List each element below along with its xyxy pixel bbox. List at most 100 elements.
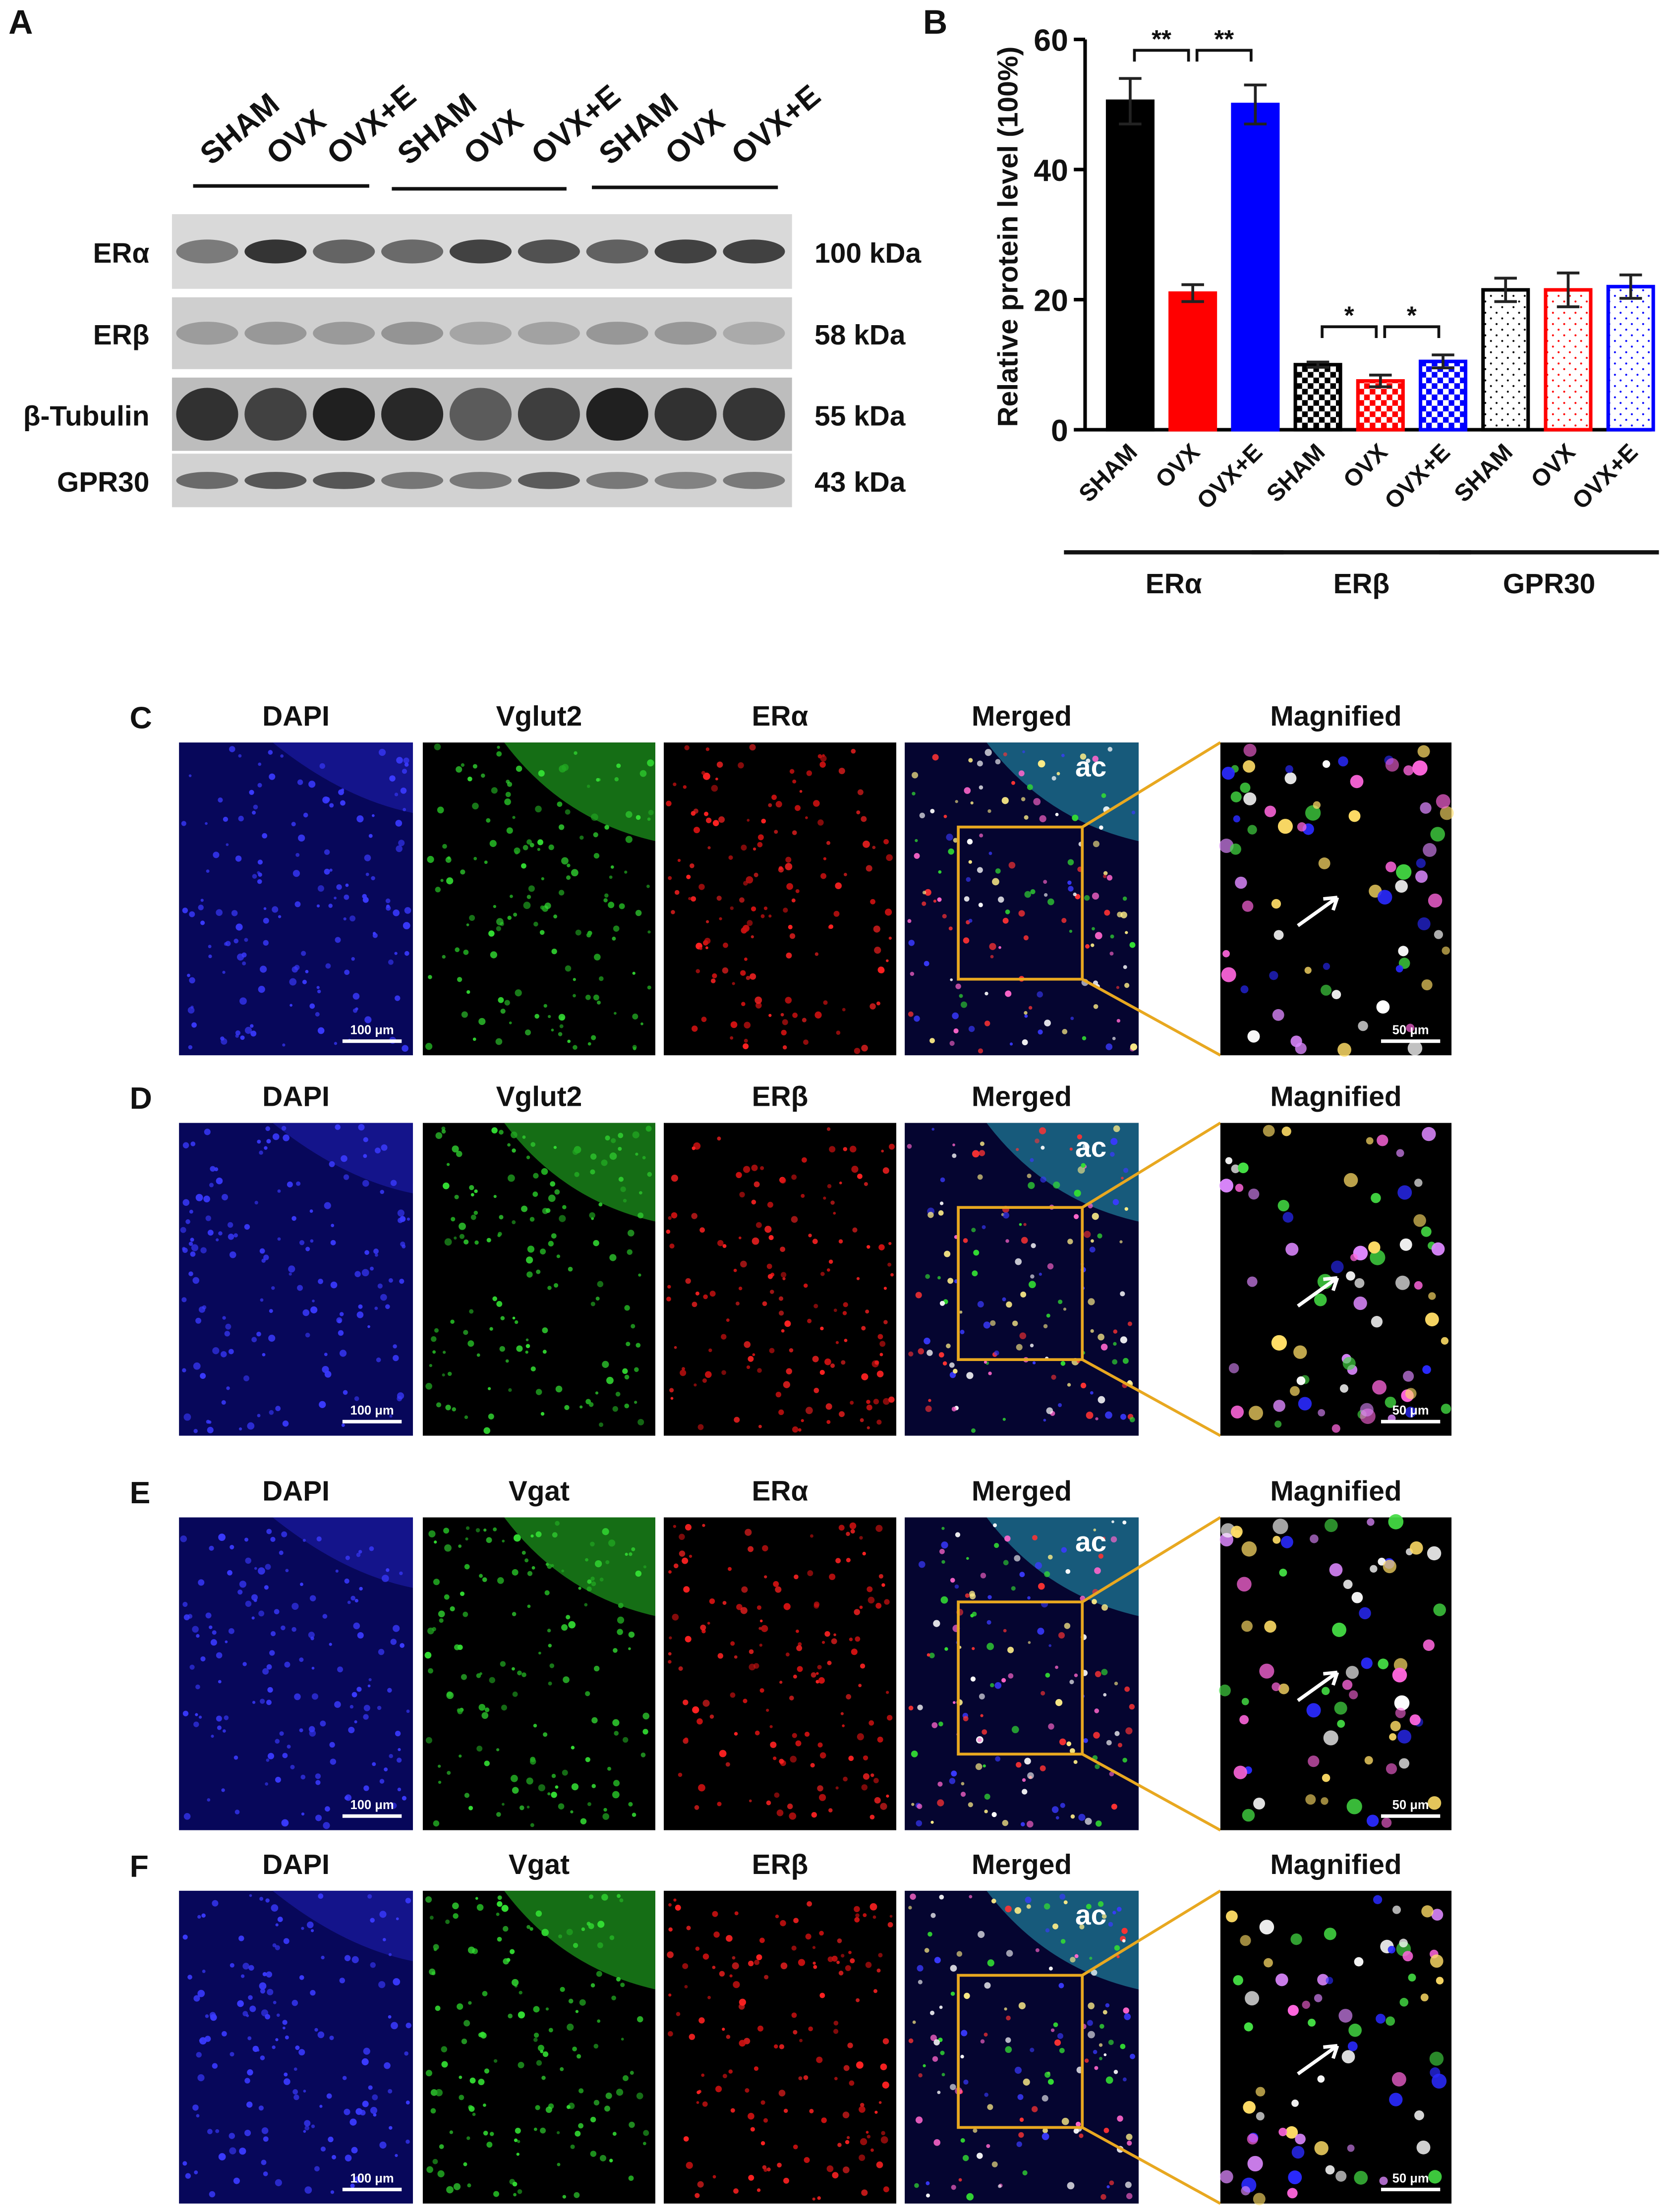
cell-dot	[1047, 1263, 1054, 1270]
cell-dot	[438, 1780, 442, 1784]
cell-dot	[682, 1557, 689, 1564]
cell-dot	[432, 1627, 436, 1632]
cell-dot	[515, 851, 519, 855]
cell-dot	[764, 1975, 769, 1980]
cell-dot	[955, 1532, 961, 1537]
cell-dot	[758, 1424, 762, 1428]
cell-dot	[1043, 880, 1047, 884]
cell-dot	[1285, 1243, 1299, 1256]
cell-dot	[543, 1004, 547, 1008]
cell-dot	[831, 1955, 838, 1962]
blot-row-label: ERβ	[93, 320, 150, 351]
cell-dot	[1263, 1125, 1275, 1137]
zoom-line	[1081, 2126, 1221, 2205]
cell-dot	[856, 810, 861, 815]
cell-dot	[998, 946, 1001, 949]
cell-dot	[593, 832, 598, 838]
cell-dot	[760, 2141, 765, 2146]
cell-dot	[373, 1248, 379, 1254]
cell-dot	[265, 1782, 269, 1786]
cell-dot	[364, 854, 371, 861]
cell-dot	[793, 1918, 799, 1924]
cell-dot	[291, 1216, 296, 1221]
cell-dot	[315, 1780, 321, 1785]
cell-dot	[549, 1663, 555, 1668]
cell-dot	[1247, 1276, 1258, 1287]
cell-dot	[829, 1573, 836, 1581]
cell-dot	[557, 2162, 561, 2166]
cell-dot	[632, 1813, 636, 1817]
cell-dot	[939, 1201, 944, 1205]
cell-dot	[1345, 1666, 1359, 1679]
cell-dot	[694, 1383, 697, 1387]
cell-dot	[196, 2052, 202, 2058]
cell-dot	[977, 1174, 983, 1180]
cell-dot	[251, 1594, 258, 1601]
cell-dot	[314, 2028, 318, 2032]
cell-dot	[774, 1792, 780, 1798]
cell-dot	[761, 818, 766, 824]
cell-dot	[793, 1674, 797, 1679]
cell-dot	[1103, 874, 1107, 878]
micrograph	[422, 1890, 655, 2204]
cell-dot	[1070, 1957, 1076, 1963]
cell-dot	[517, 1670, 522, 1676]
cell-dot	[1090, 1329, 1094, 1333]
cell-dot	[344, 1955, 351, 1962]
cell-dot	[928, 1399, 931, 1402]
cell-dot	[842, 1724, 845, 1727]
cell-dot	[285, 1569, 289, 1573]
cell-dot	[500, 1661, 506, 1667]
cell-dot	[839, 1181, 842, 1185]
cell-dot	[977, 1737, 982, 1742]
cell-dot	[548, 1644, 552, 1647]
cell-dot	[887, 1715, 893, 1721]
cell-dot	[452, 1145, 459, 1153]
cell-dot	[807, 1570, 813, 1577]
cell-dot	[916, 1820, 923, 1826]
blot-band	[449, 472, 512, 489]
cell-dot	[819, 1752, 826, 1758]
cell-dot	[1051, 776, 1056, 781]
cell-dot	[330, 1758, 337, 1765]
cell-dot	[819, 1369, 825, 1375]
cell-dot	[873, 1989, 877, 1993]
cell-dot	[1255, 2087, 1266, 2097]
cell-dot	[1406, 1023, 1415, 1032]
cell-dot	[351, 2147, 358, 2154]
cell-dot	[1050, 2028, 1055, 2032]
cell-dot	[977, 867, 983, 873]
cell-dot	[1011, 781, 1015, 785]
cell-dot	[849, 1522, 857, 1530]
cell-dot	[636, 2092, 643, 2099]
cell-dot	[249, 790, 254, 795]
cell-dot	[301, 1927, 304, 1930]
cell-dot	[622, 1368, 628, 1374]
cell-dot	[838, 1239, 843, 1244]
image-title: Merged	[972, 1475, 1072, 1507]
cell-dot	[1117, 1743, 1123, 1748]
cell-dot	[764, 1575, 767, 1579]
cell-dot	[1107, 746, 1113, 752]
cell-dot	[1067, 1239, 1073, 1245]
cell-dot	[599, 2155, 607, 2161]
cell-dot	[721, 1334, 727, 1340]
cell-dot	[670, 1397, 674, 1400]
cell-dot	[991, 1898, 996, 1904]
cell-dot	[1332, 1622, 1347, 1637]
cell-dot	[1005, 1239, 1009, 1243]
cell-dot	[847, 2042, 853, 2048]
cell-dot	[463, 2020, 470, 2027]
cell-dot	[1079, 1924, 1085, 1929]
cell-dot	[561, 764, 569, 771]
cell-dot	[1274, 1420, 1282, 1428]
cell-dot	[1383, 1559, 1396, 1574]
cell-dot	[304, 2125, 310, 2131]
cell-dot	[767, 1201, 773, 1208]
image-title: DAPI	[262, 1475, 330, 1507]
cell-dot	[512, 1787, 519, 1794]
cell-dot	[533, 2038, 538, 2042]
scale-label: 100 μm	[350, 2171, 394, 2185]
cell-dot	[941, 1560, 945, 1564]
cell-dot	[1280, 1535, 1293, 1548]
